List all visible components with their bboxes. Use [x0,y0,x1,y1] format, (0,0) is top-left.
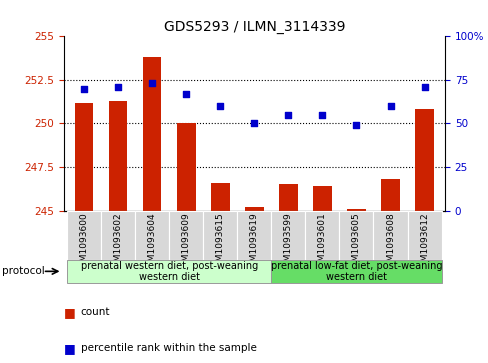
Point [284,112,292,118]
Text: GSM1093600: GSM1093600 [80,212,88,273]
Bar [278,184,297,211]
Text: GSM1093608: GSM1093608 [385,212,394,273]
Bar [271,211,305,260]
Text: protocol: protocol [2,266,45,276]
Bar [101,211,135,260]
Point [80,86,88,91]
Text: prenatal western diet, post-weaning
western diet: prenatal western diet, post-weaning west… [81,261,257,282]
Point [148,81,156,86]
Text: GSM1093599: GSM1093599 [283,212,292,273]
Bar [305,211,339,260]
Text: GSM1093605: GSM1093605 [351,212,360,273]
Bar [244,207,263,211]
Text: ■: ■ [63,342,75,355]
Bar [210,183,229,211]
Point [250,121,258,126]
Text: percentile rank within the sample: percentile rank within the sample [81,343,256,354]
Text: GSM1093604: GSM1093604 [147,212,156,273]
Bar [135,211,169,260]
Bar [169,211,203,260]
Bar [373,211,407,260]
Bar [271,260,441,283]
Bar [203,211,237,260]
Text: GSM1093601: GSM1093601 [317,212,326,273]
Bar [380,179,399,211]
Text: count: count [81,307,110,317]
Text: prenatal low-fat diet, post-weaning
western diet: prenatal low-fat diet, post-weaning west… [270,261,441,282]
Text: ■: ■ [63,306,75,319]
Bar [75,102,93,211]
Point [318,112,325,118]
Text: GSM1093609: GSM1093609 [182,212,190,273]
Bar [108,101,127,211]
Bar [142,57,161,211]
Text: GSM1093615: GSM1093615 [215,212,224,273]
Text: GSM1093612: GSM1093612 [419,212,428,273]
Bar [407,211,441,260]
Bar [177,123,195,211]
Title: GDS5293 / ILMN_3114339: GDS5293 / ILMN_3114339 [163,20,345,34]
Text: GSM1093602: GSM1093602 [113,212,122,273]
Bar [339,211,373,260]
Bar [312,186,331,211]
Point [114,84,122,90]
Point [182,91,190,97]
Bar [346,209,365,211]
Bar [414,110,433,211]
Point [420,84,427,90]
Point [352,122,360,128]
Text: GSM1093619: GSM1093619 [249,212,258,273]
Bar [67,260,271,283]
Bar [237,211,271,260]
Point [216,103,224,109]
Bar [67,211,101,260]
Point [386,103,394,109]
